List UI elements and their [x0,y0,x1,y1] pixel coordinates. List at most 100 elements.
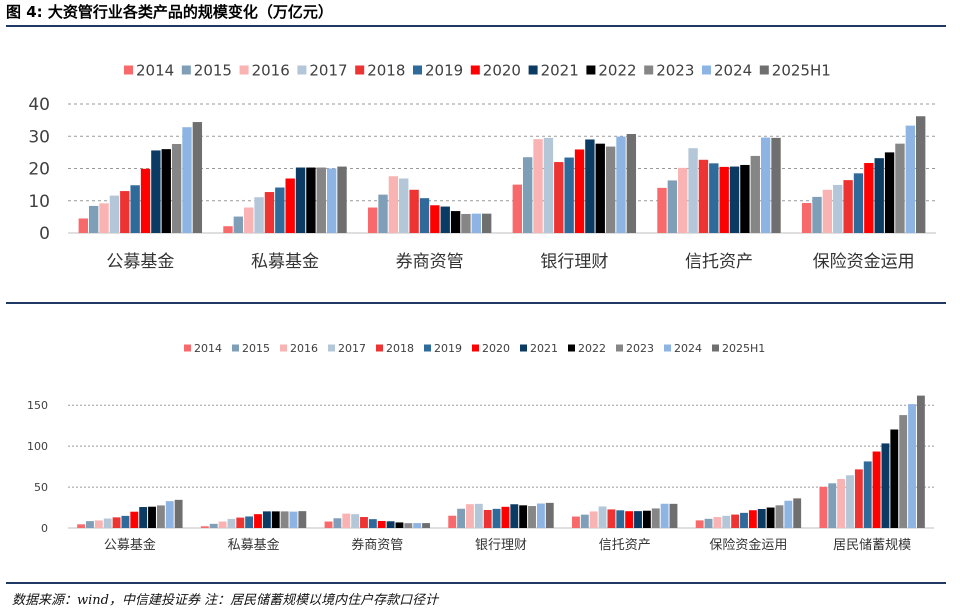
bar [404,523,413,528]
legend-swatch [702,65,711,75]
bar [483,509,492,528]
legend-swatch [568,344,575,352]
legend-label: 2017 [309,61,347,79]
bar [771,137,781,233]
y-tick-label: 150 [27,399,48,412]
bar [450,211,461,233]
bar [660,503,669,528]
bar [337,166,347,233]
legend-item: 2020 [470,61,521,79]
bar [801,203,812,233]
bar [784,500,793,528]
bar [564,157,574,233]
bar [395,522,404,528]
bar [409,189,419,233]
chart-product-scale: 2014 2015 2016 2017 2018 2019 2020 2021 2022 2023… [28,61,936,272]
bar [528,506,536,528]
bar [872,451,881,528]
bar [812,196,822,233]
bar [864,163,874,233]
legend-label: 2023 [626,342,654,355]
x-tick-label: 银行理财 [475,538,527,553]
bar [884,152,895,233]
bar [853,173,864,233]
bar [244,207,254,233]
bar [589,511,598,528]
x-tick-label: 保险资金运用 [813,252,915,272]
bar [607,509,616,528]
bar [156,505,165,528]
bar [863,461,872,528]
legend-item: 2018 [376,342,414,355]
bar [367,207,378,233]
legend-swatch [328,344,335,352]
bar [522,157,533,233]
bar [174,499,183,528]
legend-item: 2021 [520,342,558,355]
legend-label: 2023 [656,61,694,79]
bar [828,483,837,528]
bar [223,226,233,233]
y-tick-label: 0 [39,224,50,244]
legend-swatch [376,344,383,352]
bar-group [657,137,781,233]
legend-label: 2018 [386,342,414,355]
bar-group [200,511,307,528]
x-tick-label: 居民储蓄规模 [833,538,911,553]
bar [236,517,245,528]
bar [512,184,522,233]
bar [846,475,854,528]
bar [625,511,634,528]
legend-label: 2019 [425,61,463,79]
y-tick-label: 100 [27,440,48,453]
legend-swatch [355,65,365,75]
legend: 2014 2015 2016 2017 2018 2019 2020 2021 2022 2023… [124,61,831,79]
bar [642,510,651,528]
bar [722,515,731,528]
legend-label: 2018 [367,61,405,79]
legend-item: 2017 [328,342,366,355]
bar [280,511,289,528]
bar [793,498,802,528]
bar [466,504,474,528]
legend-item: 2022 [568,342,606,355]
legend-label: 2025H1 [772,61,831,79]
legend-item: 2023 [644,61,694,79]
bar [843,180,853,233]
bar [580,514,589,528]
legend-item: 2025H1 [759,61,831,79]
legend-item: 2014 [184,342,222,355]
bar [678,167,688,233]
bar [165,501,174,528]
bar [688,148,698,233]
bar [704,518,713,528]
y-tick-label: 20 [28,160,50,180]
bar [874,158,884,233]
bar [109,195,120,233]
bar [895,143,905,233]
legend-swatch [297,65,307,75]
legend-label: 2022 [578,342,606,355]
bar [626,133,637,233]
legend-swatch [528,65,538,75]
bar [388,176,399,233]
bar [306,167,316,233]
bar [326,168,337,233]
bar [86,521,94,528]
legend-item: 2018 [355,61,405,79]
bar [430,205,440,233]
bar [324,521,333,528]
legend-label: 2020 [483,61,521,79]
bar [130,185,140,233]
legend-label: 2015 [194,61,232,79]
bar [616,510,625,528]
bar [88,205,99,233]
bar [360,517,368,528]
bar [750,155,760,233]
bar [657,187,667,233]
bar [731,514,740,528]
bar [501,506,510,528]
chart-product-scale-with-savings: 2014 2015 2016 2017 2018 2019 2020 2021 2022 2023… [27,342,934,553]
bar [669,503,678,528]
bar [533,139,543,233]
